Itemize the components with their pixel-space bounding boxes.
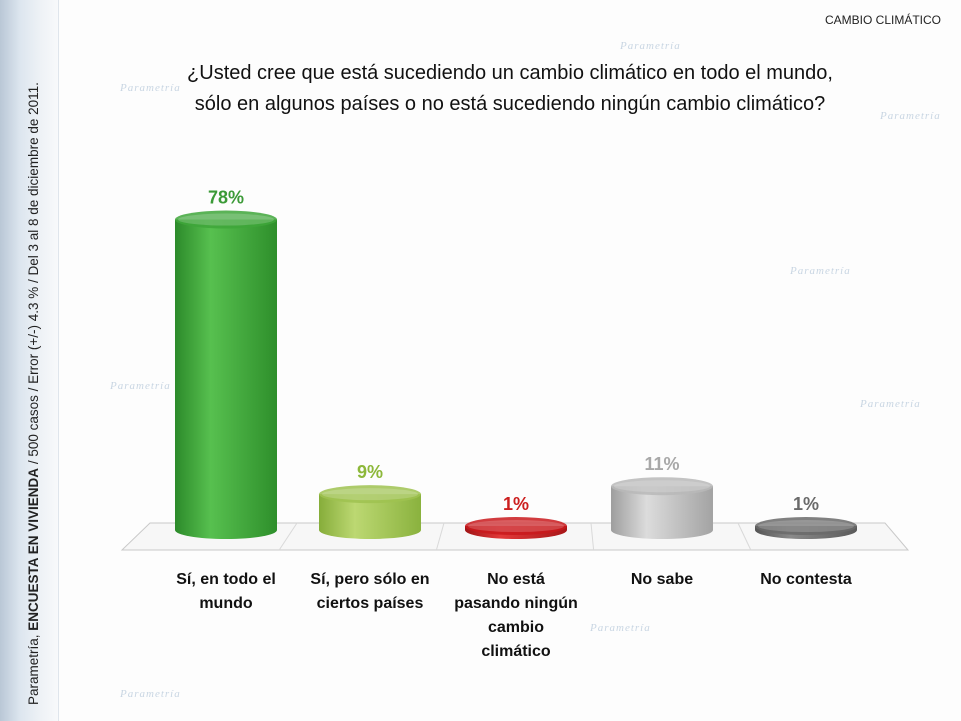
- bar-1: [175, 210, 277, 539]
- value-label-2: 9%: [357, 462, 383, 482]
- value-label-3: 1%: [503, 494, 529, 514]
- bar-top: [175, 210, 277, 229]
- bar-body: [611, 486, 713, 539]
- floor-divider: [590, 522, 595, 551]
- bar-2: [319, 485, 421, 539]
- bar-body: [319, 494, 421, 539]
- bar-top-highlight: [468, 520, 564, 533]
- bar-5: [755, 517, 857, 539]
- question-line-2: sólo en algunos países o no está sucedie…: [194, 93, 826, 115]
- floor-divider: [435, 522, 445, 551]
- value-label-1: 78%: [208, 188, 244, 208]
- bar-top: [755, 517, 857, 536]
- bar-3: [465, 517, 567, 539]
- watermark-4: Parametría: [790, 265, 851, 277]
- left-decorative-strip: [0, 0, 59, 721]
- bar-top-highlight: [614, 480, 710, 493]
- chart-question: ¿Usted cree que está sucediendo un cambi…: [120, 58, 900, 120]
- bar-top: [319, 485, 421, 504]
- watermark-6: Parametría: [110, 380, 171, 392]
- bar-top-highlight: [758, 520, 854, 533]
- category-label-1: Sí, en todo el mundo: [176, 571, 276, 612]
- floor-divider: [737, 522, 752, 551]
- value-label-5: 1%: [793, 494, 819, 514]
- watermark-1: Parametría: [120, 82, 181, 94]
- bar-top-highlight: [322, 488, 418, 501]
- category-label-4: No sabe: [631, 571, 693, 588]
- chart-bars: [175, 210, 857, 539]
- section-tag: CAMBIO CLIMÁTICO: [824, 13, 941, 27]
- floor-divider: [278, 522, 298, 551]
- watermark-2: Parametría: [620, 40, 681, 52]
- bar-body: [175, 219, 277, 539]
- bar-top: [611, 477, 713, 496]
- bar-top: [465, 517, 567, 536]
- bar-4: [611, 477, 713, 539]
- bar-top-highlight: [178, 213, 274, 226]
- watermark-7: Parametría: [590, 622, 651, 634]
- watermark-3: Parametría: [880, 110, 941, 122]
- watermark-8: Parametría: [120, 688, 181, 700]
- category-label-3: No está pasando ningún cambio climático: [454, 571, 578, 660]
- question-line-1: ¿Usted cree que está sucediendo un cambi…: [187, 62, 833, 84]
- watermark-5: Parametría: [860, 398, 921, 410]
- category-labels: Sí, en todo el mundo Sí, pero sólo en ciert…: [176, 571, 852, 660]
- value-labels: 78% 9% 1% 11% 1%: [208, 188, 819, 514]
- category-label-5: No contesta: [760, 571, 852, 588]
- category-label-2: Sí, pero sólo en ciertos países: [310, 571, 429, 612]
- value-label-4: 11%: [644, 454, 679, 474]
